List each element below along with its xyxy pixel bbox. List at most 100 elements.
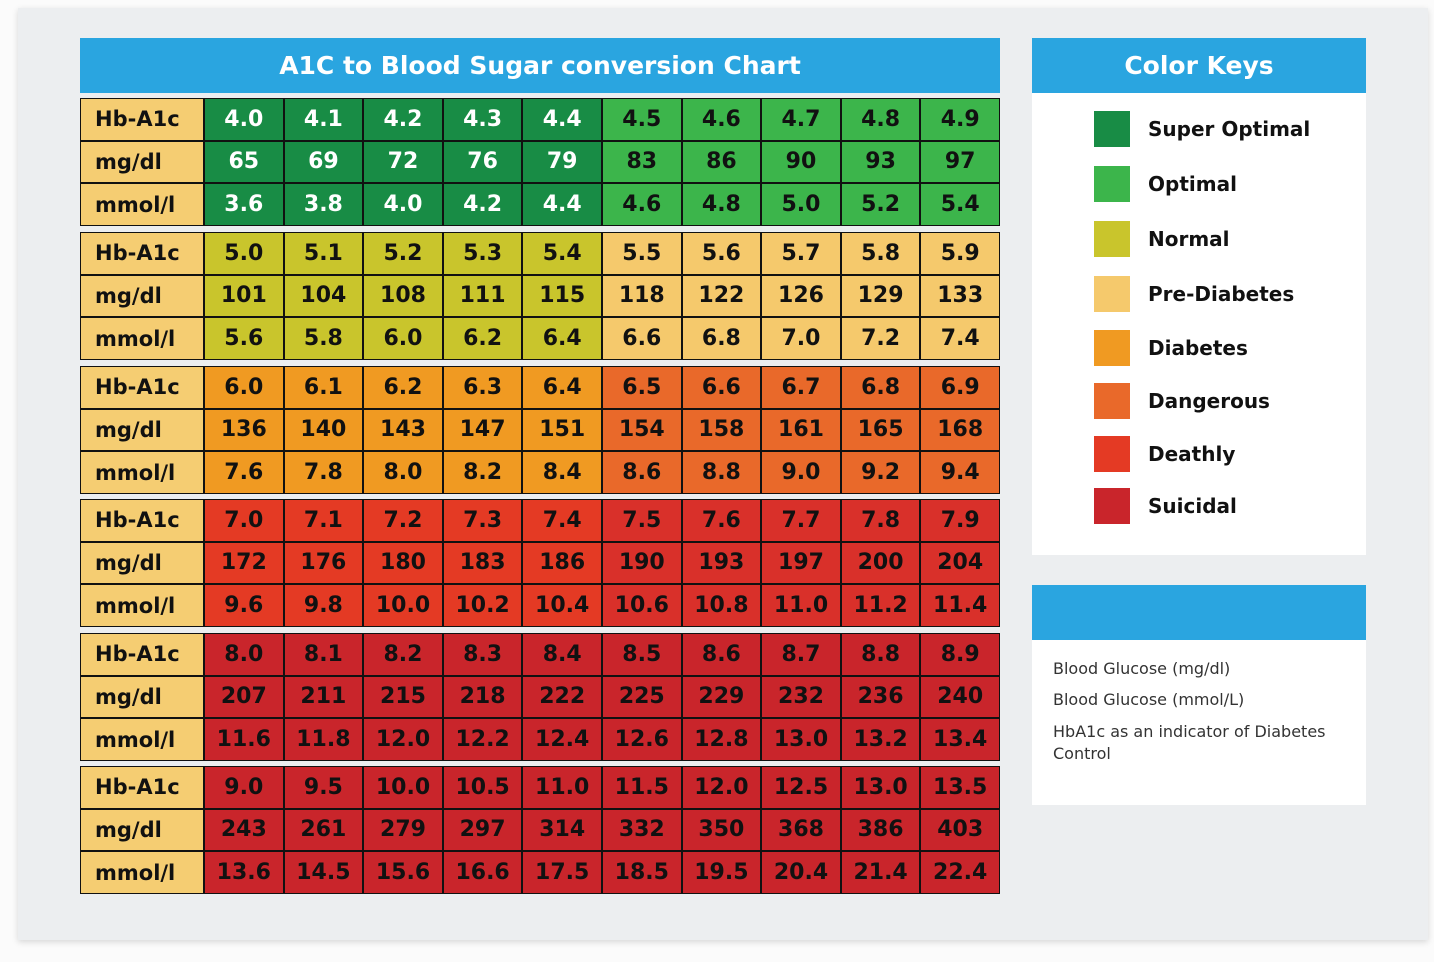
- value-cell: 5.1: [284, 233, 363, 274]
- value-cell: 154: [602, 409, 681, 451]
- value-cell: 8.6: [602, 452, 681, 493]
- value-cell: 9.5: [284, 767, 363, 808]
- value-cell: 232: [762, 676, 840, 718]
- value-cell: 4.9: [921, 99, 999, 140]
- value-cell: 368: [762, 809, 840, 851]
- value-cell: 8.8: [682, 452, 761, 493]
- value-cell: 4.4: [523, 99, 601, 140]
- row-label: Hb-A1c: [81, 634, 203, 675]
- value-cell: 186: [523, 542, 601, 584]
- value-cell: 279: [364, 809, 442, 851]
- value-cell: 297: [443, 809, 522, 851]
- value-cell: 10.2: [443, 585, 522, 626]
- value-cell: 86: [682, 141, 761, 183]
- value-cell: 190: [602, 542, 681, 584]
- color-key-item: Dangerous: [1094, 383, 1270, 419]
- value-cell: 7.4: [523, 500, 601, 541]
- value-cell: 6.0: [364, 318, 442, 359]
- value-cell: 3.8: [284, 184, 363, 225]
- color-swatch: [1094, 166, 1130, 202]
- value-cell: 6.6: [682, 367, 761, 408]
- conversion-block: Hb-A1c 8.0 8.1 8.2 8.3 8.4 8.5 8.6 8.7 8.8 8.9 mg/d…: [80, 633, 1000, 761]
- value-cell: 101: [205, 275, 283, 317]
- color-swatch: [1094, 276, 1130, 312]
- value-cell: 5.4: [921, 184, 999, 225]
- value-cell: 10.0: [364, 767, 442, 808]
- value-cell: 5.5: [602, 233, 681, 274]
- value-cell: 10.8: [682, 585, 761, 626]
- value-cell: 4.8: [682, 184, 761, 225]
- row-label: mg/dl: [81, 275, 203, 317]
- value-cell: 6.4: [523, 367, 601, 408]
- value-cell: 5.6: [205, 318, 283, 359]
- value-cell: 172: [205, 542, 283, 584]
- row-label: mmol/l: [81, 585, 203, 626]
- value-cell: 8.6: [682, 634, 761, 675]
- color-swatch: [1094, 111, 1130, 147]
- value-cell: 118: [602, 275, 681, 317]
- row-label: mmol/l: [81, 452, 203, 493]
- value-cell: 10.5: [443, 767, 522, 808]
- value-cell: 10.4: [523, 585, 601, 626]
- value-cell: 147: [443, 409, 522, 451]
- row-label: mg/dl: [81, 409, 203, 451]
- value-cell: 111: [443, 275, 522, 317]
- value-cell: 332: [602, 809, 681, 851]
- value-cell: 8.9: [921, 634, 999, 675]
- info-line: Blood Glucose (mg/dl): [1053, 659, 1231, 678]
- value-cell: 4.4: [523, 184, 601, 225]
- value-cell: 12.4: [523, 719, 601, 760]
- color-swatch: [1094, 221, 1130, 257]
- value-cell: 5.2: [364, 233, 442, 274]
- value-cell: 6.2: [443, 318, 522, 359]
- info-line: Blood Glucose (mmol/L): [1053, 690, 1245, 709]
- value-cell: 108: [364, 275, 442, 317]
- value-cell: 72: [364, 141, 442, 183]
- color-key-item: Optimal: [1094, 166, 1237, 202]
- value-cell: 13.5: [921, 767, 999, 808]
- value-cell: 5.8: [284, 318, 363, 359]
- value-cell: 7.0: [762, 318, 840, 359]
- value-cell: 11.0: [523, 767, 601, 808]
- value-cell: 13.0: [762, 719, 840, 760]
- value-cell: 151: [523, 409, 601, 451]
- value-cell: 22.4: [921, 852, 999, 893]
- value-cell: 7.0: [205, 500, 283, 541]
- value-cell: 229: [682, 676, 761, 718]
- value-cell: 7.2: [841, 318, 920, 359]
- value-cell: 6.3: [443, 367, 522, 408]
- conversion-block: Hb-A1c 6.0 6.1 6.2 6.3 6.4 6.5 6.6 6.7 6.8 6.9 mg/d…: [80, 366, 1000, 494]
- value-cell: 350: [682, 809, 761, 851]
- value-cell: 4.6: [682, 99, 761, 140]
- value-cell: 4.2: [443, 184, 522, 225]
- color-key-label: Dangerous: [1148, 389, 1270, 413]
- color-key-label: Normal: [1148, 227, 1230, 251]
- value-cell: 7.1: [284, 500, 363, 541]
- value-cell: 140: [284, 409, 363, 451]
- value-cell: 225: [602, 676, 681, 718]
- value-cell: 13.4: [921, 719, 999, 760]
- value-cell: 240: [921, 676, 999, 718]
- value-cell: 218: [443, 676, 522, 718]
- color-key-item: Suicidal: [1094, 488, 1237, 524]
- conversion-block: Hb-A1c 5.0 5.1 5.2 5.3 5.4 5.5 5.6 5.7 5.8 5.9 mg/d…: [80, 232, 1000, 360]
- color-key-item: Diabetes: [1094, 330, 1248, 366]
- value-cell: 9.8: [284, 585, 363, 626]
- value-cell: 10.6: [602, 585, 681, 626]
- row-label: Hb-A1c: [81, 767, 203, 808]
- value-cell: 12.8: [682, 719, 761, 760]
- value-cell: 5.0: [762, 184, 840, 225]
- value-cell: 126: [762, 275, 840, 317]
- value-cell: 243: [205, 809, 283, 851]
- value-cell: 158: [682, 409, 761, 451]
- value-cell: 403: [921, 809, 999, 851]
- value-cell: 11.8: [284, 719, 363, 760]
- value-cell: 9.6: [205, 585, 283, 626]
- value-cell: 4.2: [364, 99, 442, 140]
- value-cell: 8.0: [205, 634, 283, 675]
- value-cell: 222: [523, 676, 601, 718]
- value-cell: 8.0: [364, 452, 442, 493]
- value-cell: 6.6: [602, 318, 681, 359]
- value-cell: 104: [284, 275, 363, 317]
- value-cell: 5.6: [682, 233, 761, 274]
